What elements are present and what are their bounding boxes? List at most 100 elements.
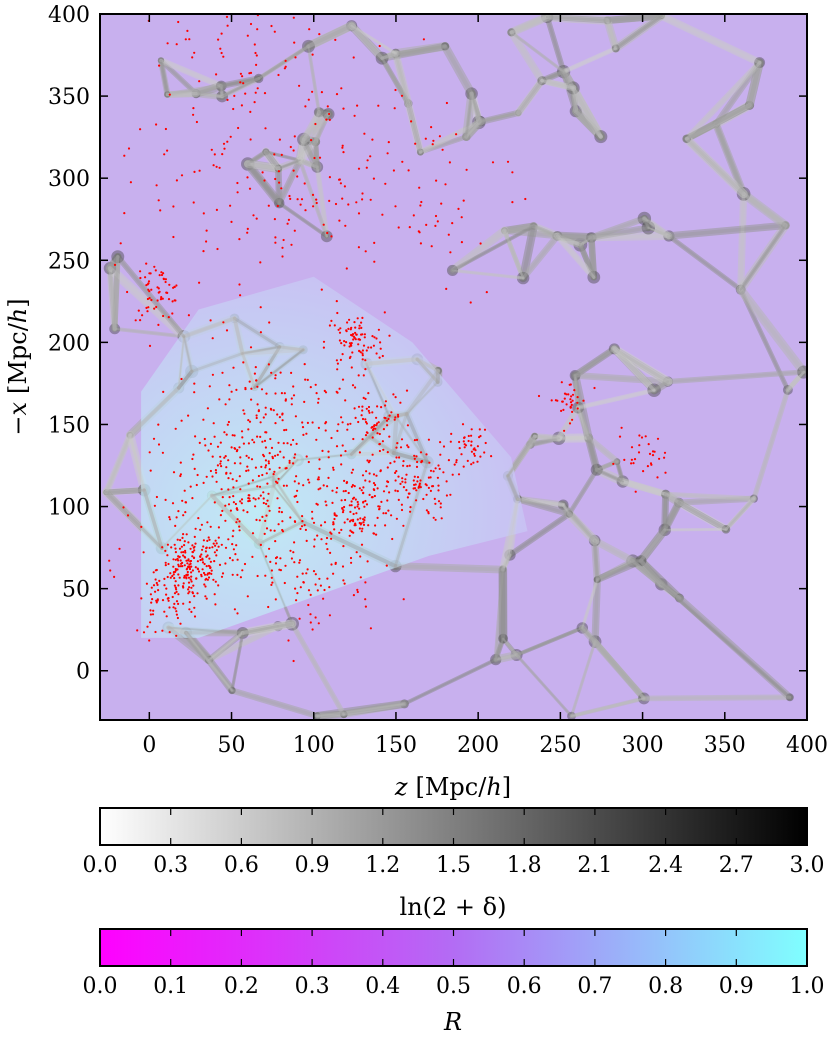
galaxy-point: [279, 557, 282, 560]
galaxy-point: [418, 186, 421, 189]
galaxy-point: [317, 397, 320, 400]
x-tick-label: 250: [539, 733, 581, 758]
filament-overlay: [555, 234, 583, 247]
filament-overlay: [108, 254, 120, 271]
galaxy-point: [164, 498, 167, 501]
galaxy-point: [126, 514, 130, 517]
filament: [440, 42, 476, 98]
galaxy-point: [400, 508, 404, 512]
filament-overlay: [464, 91, 474, 139]
colorbar-tick-label: 2.4: [648, 853, 683, 878]
filament-overlay: [738, 287, 806, 375]
galaxy-point: [333, 517, 336, 521]
galaxy-point: [294, 453, 297, 456]
galaxy-point: [239, 576, 242, 579]
galaxy-point: [263, 179, 266, 182]
galaxy-point: [354, 326, 357, 329]
galaxy-point: [338, 339, 341, 342]
filament-overlay: [104, 490, 164, 550]
galaxy-point: [293, 41, 296, 44]
galaxy-point: [262, 416, 265, 419]
galaxy-point: [303, 524, 306, 527]
galaxy-point: [376, 432, 379, 435]
galaxy-point: [371, 496, 374, 499]
galaxy-point: [127, 147, 131, 150]
filament-overlay: [177, 335, 185, 389]
galaxy-point: [642, 470, 645, 473]
galaxy-point: [157, 199, 160, 202]
galaxy-point: [255, 54, 258, 57]
galaxy-point: [315, 438, 318, 441]
galaxy-point: [361, 417, 365, 421]
galaxy-point: [352, 512, 355, 516]
filament-overlay: [365, 362, 398, 419]
node: [320, 230, 333, 243]
galaxy-point: [268, 509, 271, 512]
galaxy-point: [233, 434, 236, 437]
filament: [276, 158, 302, 171]
filament: [518, 222, 538, 283]
galaxy-point: [305, 572, 308, 575]
galaxy-point: [365, 470, 368, 473]
galaxy-point: [416, 460, 419, 464]
galaxy-point: [368, 472, 371, 475]
galaxy-point: [233, 447, 236, 450]
plot-area: [100, 14, 807, 720]
galaxy-point: [338, 331, 342, 334]
galaxy-point: [193, 535, 196, 539]
galaxy-point: [638, 434, 641, 437]
galaxy-point: [362, 521, 365, 524]
galaxy-point: [630, 462, 633, 465]
galaxy-point: [228, 496, 231, 499]
galaxy-point: [168, 283, 171, 286]
galaxy-point: [205, 475, 208, 478]
filament-overlay: [477, 119, 482, 124]
galaxy-point: [284, 59, 287, 63]
galaxy-point: [256, 403, 259, 406]
galaxy-point: [242, 442, 245, 445]
galaxy-point: [281, 419, 284, 422]
filament-overlay: [663, 493, 667, 531]
galaxy-point: [388, 414, 391, 417]
galaxy-point: [251, 479, 254, 482]
galaxy-point: [181, 499, 184, 502]
galaxy-point: [361, 405, 364, 408]
galaxy-point: [396, 413, 400, 416]
filament-overlay: [240, 347, 306, 356]
filament-overlay: [664, 492, 681, 505]
galaxy-point: [228, 384, 231, 387]
filament-overlay: [403, 658, 497, 705]
galaxy-point: [214, 580, 217, 583]
galaxy-point: [226, 98, 229, 101]
galaxy-point: [231, 573, 234, 576]
filament: [103, 487, 148, 496]
galaxy-point: [314, 583, 317, 586]
galaxy-point: [274, 374, 277, 377]
filament: [297, 158, 329, 239]
filament-overlay: [515, 626, 584, 656]
galaxy-point: [255, 414, 258, 417]
galaxy-point: [187, 559, 190, 562]
galaxy-point: [336, 362, 339, 365]
galaxy-point: [282, 442, 285, 445]
galaxy-point: [250, 398, 253, 401]
galaxy-point: [331, 501, 334, 504]
galaxy-point: [351, 484, 354, 487]
galaxy-point: [187, 414, 190, 417]
galaxy-point: [281, 530, 285, 533]
filament-overlay: [415, 357, 441, 373]
filament: [553, 231, 596, 242]
filament-overlay: [272, 475, 304, 523]
node: [498, 633, 509, 644]
galaxy-point: [146, 310, 149, 313]
galaxy-point: [212, 422, 215, 425]
filament: [682, 134, 748, 199]
filament-overlay: [577, 406, 590, 439]
galaxy-point: [165, 587, 168, 590]
galaxy-point: [279, 569, 282, 572]
galaxy-point: [343, 582, 346, 585]
filament-overlay: [465, 121, 480, 138]
filament-overlay: [642, 216, 651, 230]
galaxy-point: [206, 573, 209, 576]
filament-overlay: [276, 166, 281, 205]
